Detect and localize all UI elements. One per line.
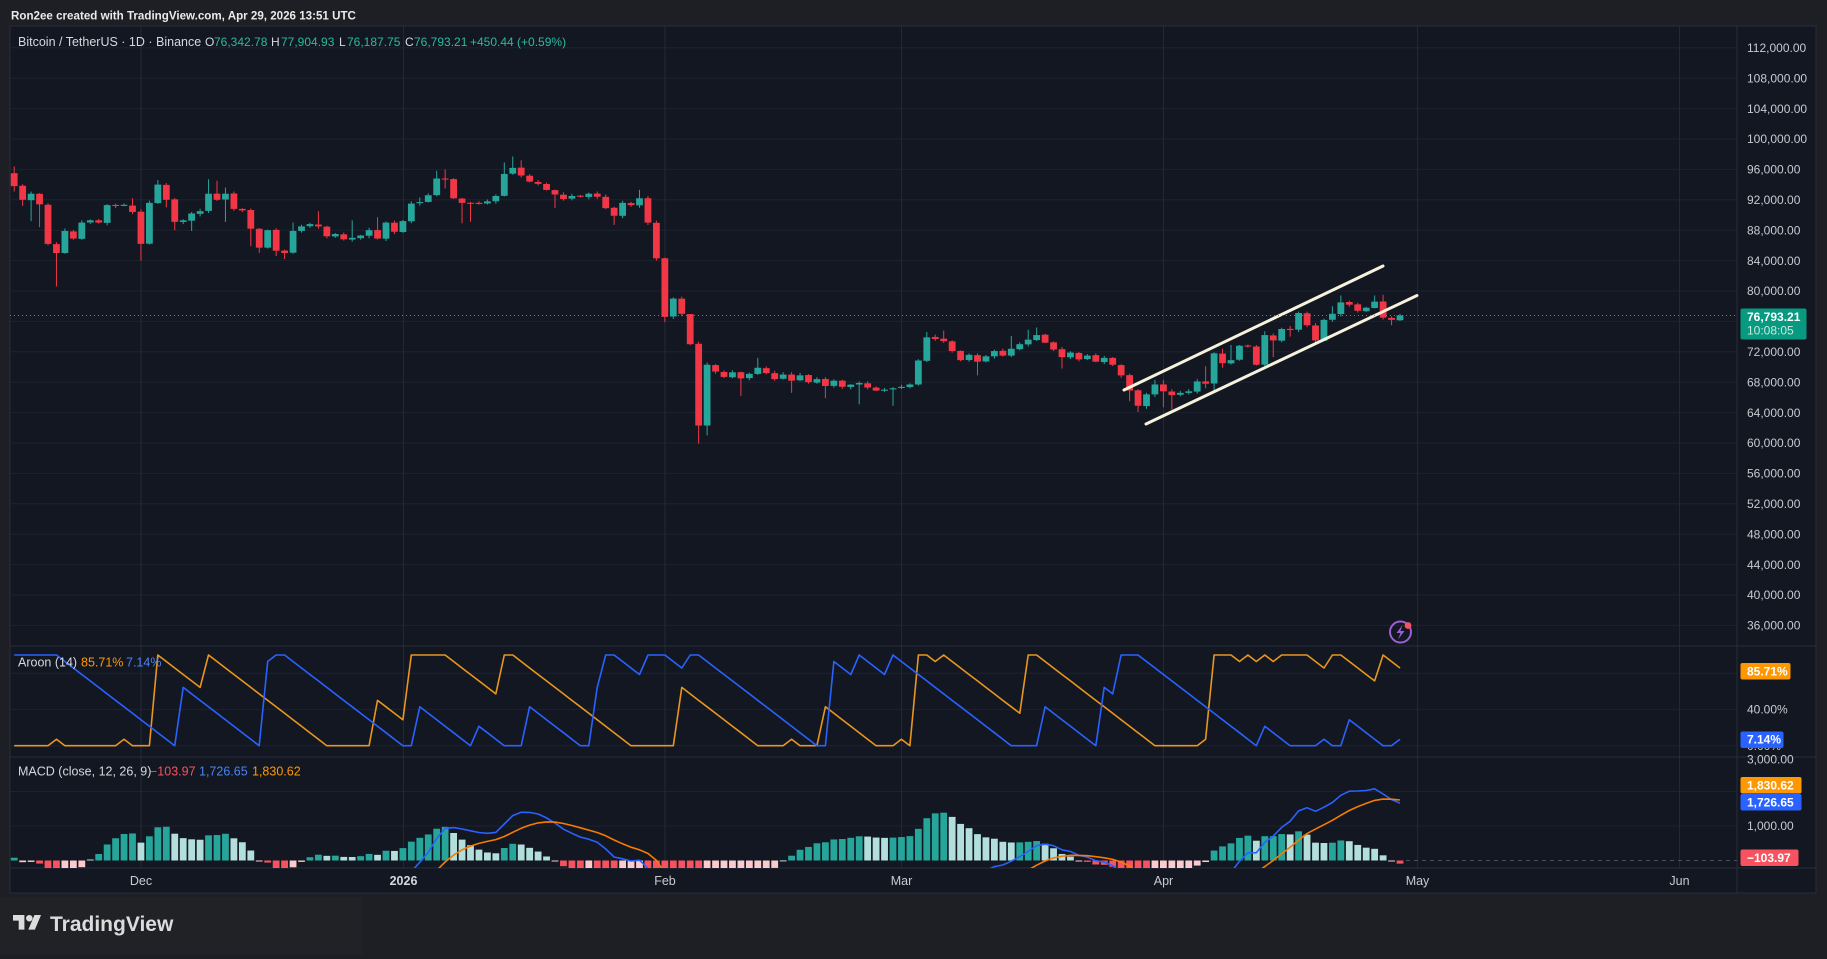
svg-text:2026: 2026: [390, 874, 418, 888]
svg-text:Feb: Feb: [654, 874, 676, 888]
svg-text:−103.97: −103.97: [150, 765, 196, 779]
svg-text:C: C: [405, 35, 414, 49]
svg-text:1,000.00: 1,000.00: [1747, 819, 1794, 833]
svg-text:76,793.21: 76,793.21: [1747, 310, 1801, 324]
svg-text:96,000.00: 96,000.00: [1747, 163, 1801, 177]
svg-text:80,000.00: 80,000.00: [1747, 284, 1801, 298]
svg-text:100,000.00: 100,000.00: [1747, 132, 1807, 146]
svg-text:1,726.65: 1,726.65: [1747, 796, 1794, 810]
svg-text:40.00%: 40.00%: [1747, 703, 1788, 717]
svg-text:May: May: [1406, 874, 1430, 888]
svg-text:52,000.00: 52,000.00: [1747, 497, 1801, 511]
svg-text:56,000.00: 56,000.00: [1747, 467, 1801, 481]
svg-text:1,830.62: 1,830.62: [252, 765, 301, 779]
svg-text:TradingView: TradingView: [50, 913, 174, 936]
svg-text:44,000.00: 44,000.00: [1747, 558, 1801, 572]
svg-text:60,000.00: 60,000.00: [1747, 436, 1801, 450]
svg-text:48,000.00: 48,000.00: [1747, 527, 1801, 541]
svg-text:40,000.00: 40,000.00: [1747, 588, 1801, 602]
svg-text:72,000.00: 72,000.00: [1747, 345, 1801, 359]
svg-text:10:08:05: 10:08:05: [1747, 324, 1794, 338]
svg-text:88,000.00: 88,000.00: [1747, 223, 1801, 237]
svg-text:H: H: [271, 35, 280, 49]
svg-text:7.14%: 7.14%: [1747, 733, 1781, 747]
svg-text:1,726.65: 1,726.65: [199, 765, 248, 779]
svg-text:76,342.78: 76,342.78: [214, 35, 268, 49]
svg-text:Aroon (14): Aroon (14): [18, 656, 77, 670]
svg-text:Dec: Dec: [130, 874, 152, 888]
svg-text:3,000.00: 3,000.00: [1747, 753, 1794, 767]
svg-text:1,830.62: 1,830.62: [1747, 779, 1794, 793]
svg-text:O: O: [205, 35, 214, 49]
svg-text:Mar: Mar: [891, 874, 913, 888]
svg-text:Ron2ee created with TradingVie: Ron2ee created with TradingView.com, Apr…: [11, 10, 357, 23]
svg-text:−103.97: −103.97: [1747, 851, 1791, 865]
svg-text:L: L: [339, 35, 346, 49]
svg-text:108,000.00: 108,000.00: [1747, 71, 1807, 85]
svg-text:64,000.00: 64,000.00: [1747, 406, 1801, 420]
svg-text:76,793.21: 76,793.21: [414, 35, 468, 49]
svg-text:104,000.00: 104,000.00: [1747, 102, 1807, 116]
svg-text:112,000.00: 112,000.00: [1747, 41, 1806, 55]
svg-text:85.71%: 85.71%: [81, 656, 123, 670]
svg-text:Bitcoin / TetherUS · 1D · Bina: Bitcoin / TetherUS · 1D · Binance: [18, 35, 201, 49]
svg-text:+450.44 (+0.59%): +450.44 (+0.59%): [470, 35, 566, 49]
svg-text:Apr: Apr: [1154, 874, 1173, 888]
svg-text:85.71%: 85.71%: [1747, 665, 1788, 679]
svg-text:Jun: Jun: [1669, 874, 1689, 888]
svg-text:MACD (close, 12, 26, 9): MACD (close, 12, 26, 9): [18, 765, 151, 779]
svg-text:92,000.00: 92,000.00: [1747, 193, 1801, 207]
svg-text:7.14%: 7.14%: [126, 656, 161, 670]
svg-text:36,000.00: 36,000.00: [1747, 619, 1801, 633]
svg-text:77,904.93: 77,904.93: [281, 35, 335, 49]
svg-text:68,000.00: 68,000.00: [1747, 375, 1801, 389]
svg-text:76,187.75: 76,187.75: [347, 35, 401, 49]
svg-text:84,000.00: 84,000.00: [1747, 254, 1801, 268]
